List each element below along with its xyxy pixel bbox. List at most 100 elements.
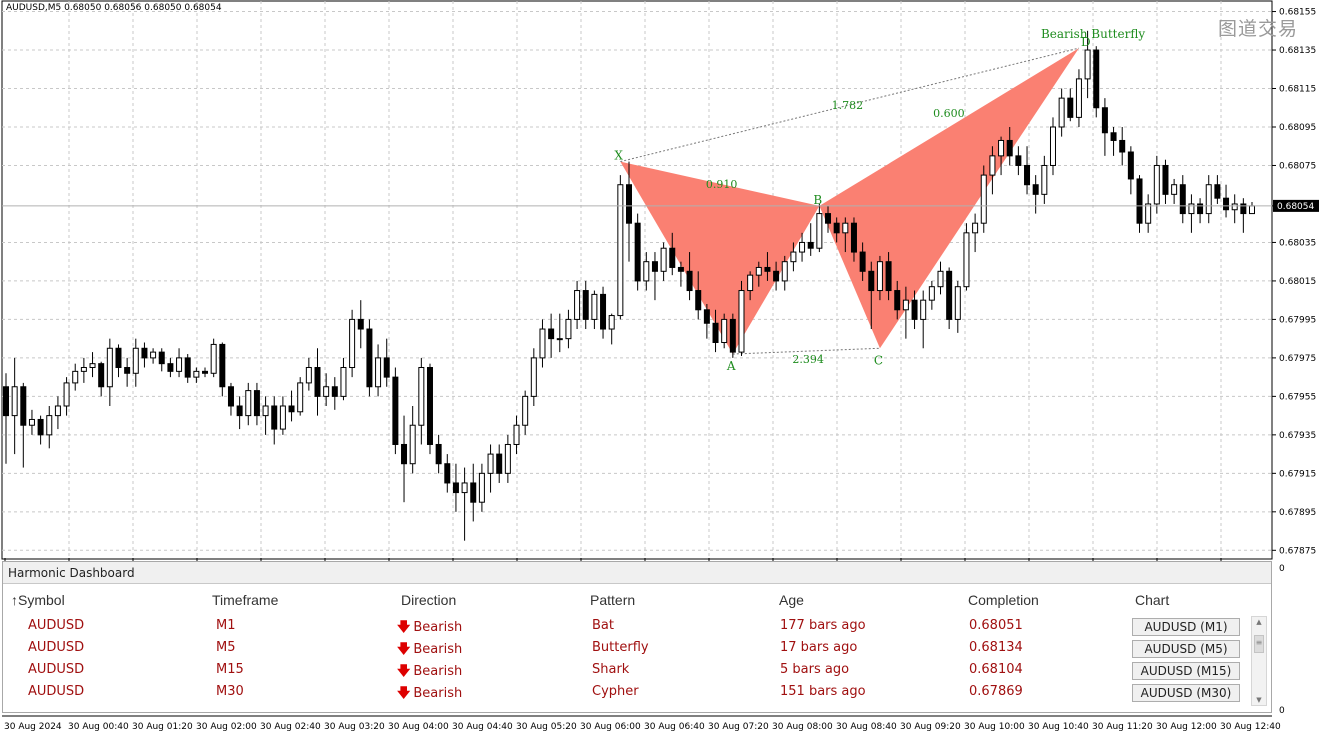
current-price-tag [1273, 199, 1319, 212]
candle-bull [980, 174, 987, 224]
candle-bear [695, 290, 702, 311]
row-direction-label: Bearish [413, 620, 463, 635]
candle-bull [28, 418, 35, 426]
candle-bear [314, 367, 321, 397]
candle-bull [591, 293, 598, 320]
time-tick-label: 30 Aug 12:40 [1220, 722, 1281, 732]
candle-bear [124, 367, 131, 374]
candle-bear [833, 222, 840, 234]
row-pattern: Butterfly [592, 640, 649, 655]
candle-bear [496, 453, 503, 474]
candle-bear [383, 357, 390, 378]
candle-bear [946, 270, 953, 320]
candle-bear [37, 418, 44, 436]
candle-bull [106, 347, 113, 388]
open-chart-button[interactable]: AUDUSD (M15) [1132, 662, 1240, 680]
candle-bear [850, 222, 857, 253]
candle-bear [1223, 197, 1230, 211]
candle-bull [1084, 49, 1091, 80]
pattern-ac-line [732, 347, 880, 355]
header-timeframe[interactable]: Timeframe [212, 592, 279, 608]
row-pattern: Bat [592, 618, 614, 633]
time-tick-label: 30 Aug 05:20 [516, 722, 577, 732]
header-age[interactable]: Age [779, 592, 804, 608]
candle-bear [729, 318, 736, 353]
candle-bear [764, 266, 771, 272]
candle-bear [392, 376, 399, 445]
candle-bear [1101, 107, 1108, 134]
open-chart-button[interactable]: AUDUSD (M5) [1132, 640, 1240, 658]
price-tick-label: 0.68135 [1279, 46, 1316, 56]
candle-bull [530, 357, 537, 397]
candle-bull [1041, 164, 1048, 195]
scroll-up-icon[interactable]: ▲ [1256, 618, 1262, 626]
candle-bull [876, 261, 883, 292]
candle-bear [3, 386, 9, 417]
header-direction[interactable]: Direction [401, 592, 457, 608]
candle-bear [1214, 184, 1221, 199]
candle-bull [54, 405, 61, 417]
candle-bear [167, 363, 174, 372]
harmonic-dashboard: Harmonic Dashboard ↑Symbol Timeframe Dir… [2, 561, 1272, 713]
open-chart-button[interactable]: AUDUSD (M1) [1132, 618, 1240, 636]
candle-bear [1032, 184, 1039, 195]
price-tick-label: 0.68095 [1279, 123, 1316, 133]
pattern-point-label: A [726, 359, 736, 373]
time-tick-label: 30 Aug 04:00 [388, 722, 449, 732]
time-tick-label: 30 Aug 08:00 [772, 722, 833, 732]
time-tick-label: 30 Aug 06:40 [644, 722, 705, 732]
symbol-ohlc-readout: AUDUSD,M5 0.68050 0.68056 0.68050 0.6805… [6, 3, 222, 13]
row-completion: 0.67869 [969, 684, 1023, 699]
candle-bull [1205, 184, 1212, 215]
price-tick-label: 0.67955 [1279, 392, 1316, 402]
scroll-down-icon[interactable]: ▼ [1256, 696, 1262, 704]
candle-bull [972, 222, 979, 234]
candle-bull [660, 247, 667, 272]
candle-bear [20, 386, 27, 426]
row-timeframe: M5 [216, 640, 236, 655]
row-direction: 🡇 Bearish [397, 662, 462, 684]
candle-bull [262, 405, 269, 417]
row-age: 151 bars ago [780, 684, 866, 699]
row-age: 177 bars ago [780, 618, 866, 633]
candle-bear [141, 347, 148, 359]
row-completion: 0.68104 [969, 662, 1023, 677]
open-chart-button[interactable]: AUDUSD (M30) [1132, 684, 1240, 702]
candle-bear [158, 351, 165, 365]
candle-bear [1067, 97, 1074, 118]
price-tick-label: 0.67875 [1279, 546, 1316, 556]
candle-bull [799, 241, 806, 253]
candle-bear [703, 309, 710, 324]
candle-bull [461, 482, 468, 494]
candle-bull [504, 443, 511, 474]
dashboard-scrollbar[interactable]: ▲ ≡ ▼ [1251, 616, 1267, 706]
candle-bull [1075, 78, 1082, 118]
candle-bull [755, 266, 762, 276]
candle-bear [331, 386, 338, 397]
candle-bear [236, 405, 243, 417]
candle-bull [989, 155, 996, 176]
candle-bear [582, 290, 589, 320]
scroll-thumb[interactable]: ≡ [1254, 635, 1264, 653]
row-symbol: AUDUSD [28, 640, 85, 655]
sub-window-zero-label: 0 [1279, 706, 1285, 716]
header-completion[interactable]: Completion [968, 592, 1039, 608]
candle-bear [401, 443, 408, 465]
pattern-point-label: D [1081, 35, 1091, 49]
header-chart[interactable]: Chart [1135, 592, 1170, 608]
candle-bull [721, 318, 728, 343]
time-tick-label: 30 Aug 04:40 [452, 722, 513, 732]
candle-bull [738, 290, 745, 353]
header-symbol-label: Symbol [18, 592, 65, 608]
ratio-xd-label: 1.782 [832, 99, 864, 112]
time-tick-label: 30 Aug 12:00 [1156, 722, 1217, 732]
candle-bull [375, 357, 382, 388]
header-pattern[interactable]: Pattern [590, 592, 636, 608]
row-direction-label: Bearish [413, 686, 463, 701]
header-symbol[interactable]: ↑Symbol [11, 592, 65, 608]
pattern-xd-line [620, 47, 1080, 163]
pattern-point-label: B [813, 193, 822, 207]
dashboard-title: Harmonic Dashboard [3, 562, 1271, 584]
